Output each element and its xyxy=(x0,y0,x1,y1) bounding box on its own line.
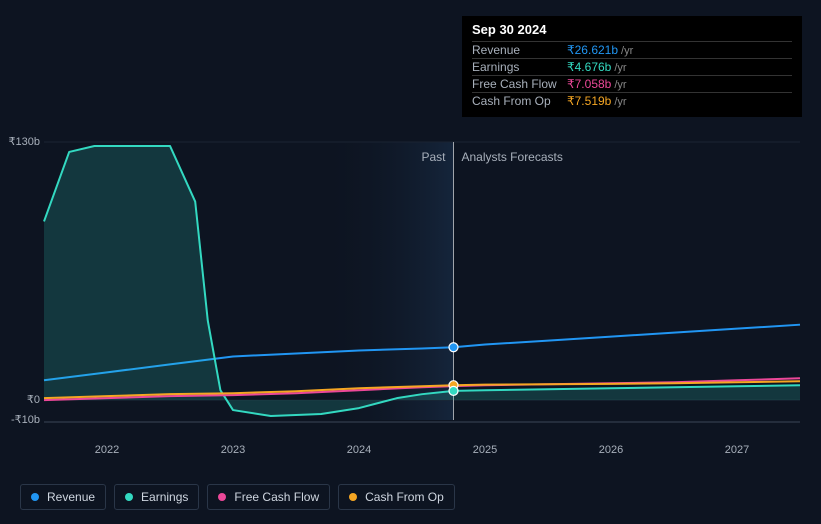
x-axis-label: 2023 xyxy=(213,444,253,456)
legend-dot-icon xyxy=(349,493,357,501)
x-axis-label: 2026 xyxy=(591,444,631,456)
legend-item[interactable]: Free Cash Flow xyxy=(207,484,330,510)
legend-item-label: Earnings xyxy=(141,490,188,504)
tooltip-row: Free Cash Flow₹7.058b/yr xyxy=(472,75,792,92)
tooltip-row-unit: /yr xyxy=(614,79,626,91)
tooltip-row-label: Cash From Op xyxy=(472,94,567,108)
legend-dot-icon xyxy=(218,493,226,501)
y-axis-label: ₹130b xyxy=(0,135,40,148)
tooltip-title: Sep 30 2024 xyxy=(472,22,792,41)
tooltip-row-label: Revenue xyxy=(472,43,567,57)
legend-item-label: Free Cash Flow xyxy=(234,490,319,504)
legend-item-label: Cash From Op xyxy=(365,490,444,504)
x-axis-label: 2025 xyxy=(465,444,505,456)
tooltip-row-label: Earnings xyxy=(472,60,567,74)
forecast-region-label: Analysts Forecasts xyxy=(462,150,563,164)
y-axis-label: -₹10b xyxy=(0,413,40,426)
legend-dot-icon xyxy=(31,493,39,501)
chart-legend: Revenue Earnings Free Cash Flow Cash From O… xyxy=(20,484,455,510)
tooltip-row: Earnings₹4.676b/yr xyxy=(472,58,792,75)
tooltip-row: Revenue₹26.621b/yr xyxy=(472,41,792,58)
legend-item-label: Revenue xyxy=(47,490,95,504)
tooltip-row-unit: /yr xyxy=(614,96,626,108)
financials-chart: ₹130b ₹0 -₹10b 2022 2023 2024 2025 2026 2027 Pa… xyxy=(0,0,821,524)
chart-tooltip: Sep 30 2024 Revenue₹26.621b/yrEarnings₹4… xyxy=(462,16,802,117)
legend-item[interactable]: Earnings xyxy=(114,484,199,510)
x-axis-label: 2027 xyxy=(717,444,757,456)
legend-item[interactable]: Cash From Op xyxy=(338,484,455,510)
tooltip-row-value: ₹7.519b xyxy=(567,94,611,108)
tooltip-row-unit: /yr xyxy=(621,45,633,57)
tooltip-row-unit: /yr xyxy=(614,62,626,74)
tooltip-row-value: ₹4.676b xyxy=(567,60,611,74)
x-axis-label: 2024 xyxy=(339,444,379,456)
legend-dot-icon xyxy=(125,493,133,501)
tooltip-row-value: ₹7.058b xyxy=(567,77,611,91)
x-axis-label: 2022 xyxy=(87,444,127,456)
y-axis-label: ₹0 xyxy=(0,393,40,406)
past-region-label: Past xyxy=(422,150,446,164)
tooltip-row: Cash From Op₹7.519b/yr xyxy=(472,92,792,109)
tooltip-row-value: ₹26.621b xyxy=(567,43,618,57)
legend-item[interactable]: Revenue xyxy=(20,484,106,510)
tooltip-row-label: Free Cash Flow xyxy=(472,77,567,91)
